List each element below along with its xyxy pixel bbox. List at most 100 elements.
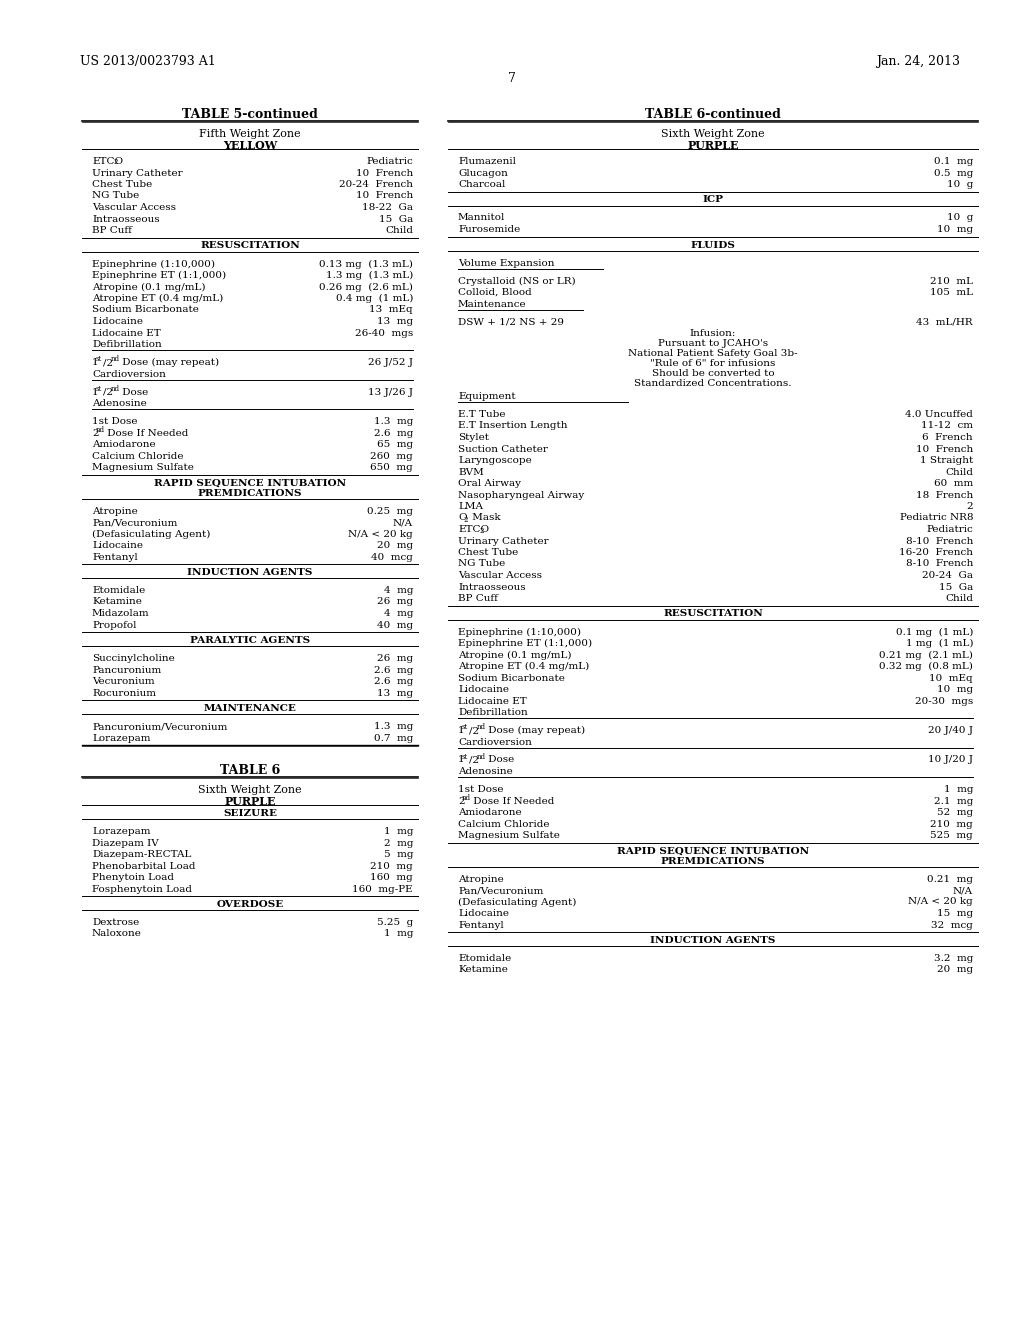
Text: Vascular Access: Vascular Access <box>458 572 542 579</box>
Text: 13  mg: 13 mg <box>377 689 413 697</box>
Text: 1: 1 <box>92 358 98 367</box>
Text: Pan/Vecuronium: Pan/Vecuronium <box>92 517 177 527</box>
Text: Calcium Chloride: Calcium Chloride <box>458 820 550 829</box>
Text: RESUSCITATION: RESUSCITATION <box>664 610 763 619</box>
Text: Charcoal: Charcoal <box>458 180 506 189</box>
Text: BVM: BVM <box>458 467 483 477</box>
Text: 0.21  mg: 0.21 mg <box>927 874 973 883</box>
Text: Intraosseous: Intraosseous <box>458 582 525 591</box>
Text: /2: /2 <box>103 358 113 367</box>
Text: Child: Child <box>945 594 973 603</box>
Text: Amiodarone: Amiodarone <box>92 440 156 449</box>
Text: Infusion:: Infusion: <box>690 329 736 338</box>
Text: 1: 1 <box>92 388 98 396</box>
Text: 1  mg: 1 mg <box>384 929 413 939</box>
Text: 2.6  mg: 2.6 mg <box>374 677 413 686</box>
Text: (Defasiculating Agent): (Defasiculating Agent) <box>92 529 210 539</box>
Text: Colloid, Blood: Colloid, Blood <box>458 288 531 297</box>
Text: 4  mg: 4 mg <box>384 609 413 618</box>
Text: st: st <box>462 752 468 760</box>
Text: /2: /2 <box>469 755 479 764</box>
Text: Mannitol: Mannitol <box>458 214 506 223</box>
Text: 1.3  mg: 1.3 mg <box>374 417 413 426</box>
Text: INDUCTION AGENTS: INDUCTION AGENTS <box>650 936 776 945</box>
Text: 1.3 mg  (1.3 mL): 1.3 mg (1.3 mL) <box>326 271 413 280</box>
Text: Naloxone: Naloxone <box>92 929 142 939</box>
Text: Ketamine: Ketamine <box>458 965 508 974</box>
Text: 1 Straight: 1 Straight <box>920 455 973 465</box>
Text: 20  mg: 20 mg <box>937 965 973 974</box>
Text: LMA: LMA <box>458 502 483 511</box>
Text: INDUCTION AGENTS: INDUCTION AGENTS <box>187 568 312 577</box>
Text: N/A < 20 kg: N/A < 20 kg <box>348 529 413 539</box>
Text: Equipment: Equipment <box>458 392 516 401</box>
Text: Dose (may repeat): Dose (may repeat) <box>119 358 219 367</box>
Text: Atropine: Atropine <box>92 507 138 516</box>
Text: Should be converted to: Should be converted to <box>651 370 774 378</box>
Text: US 2013/0023793 A1: US 2013/0023793 A1 <box>80 55 216 69</box>
Text: 1  mg: 1 mg <box>943 785 973 795</box>
Text: 2.1  mg: 2.1 mg <box>934 796 973 805</box>
Text: Epinephrine ET (1:1,000): Epinephrine ET (1:1,000) <box>458 639 592 648</box>
Text: 0.21 mg  (2.1 mL): 0.21 mg (2.1 mL) <box>880 651 973 660</box>
Text: (Defasiculating Agent): (Defasiculating Agent) <box>458 898 577 907</box>
Text: DSW + 1/2 NS + 29: DSW + 1/2 NS + 29 <box>458 318 564 326</box>
Text: PREMDICATIONS: PREMDICATIONS <box>198 488 302 498</box>
Text: 210  mg: 210 mg <box>371 862 413 870</box>
Text: TABLE 6-continued: TABLE 6-continued <box>645 108 781 121</box>
Text: ETCO: ETCO <box>92 157 123 166</box>
Text: Cardioversion: Cardioversion <box>92 370 166 379</box>
Text: Lidocaine: Lidocaine <box>458 685 509 694</box>
Text: Defibrillation: Defibrillation <box>92 341 162 348</box>
Text: 210  mL: 210 mL <box>930 276 973 285</box>
Text: 40  mcg: 40 mcg <box>371 553 413 561</box>
Text: PREMDICATIONS: PREMDICATIONS <box>660 857 765 866</box>
Text: 0.4 mg  (1 mL): 0.4 mg (1 mL) <box>336 294 413 304</box>
Text: Adenosine: Adenosine <box>458 767 513 776</box>
Text: 0.5  mg: 0.5 mg <box>934 169 973 177</box>
Text: 32  mcg: 32 mcg <box>931 920 973 929</box>
Text: 0.13 mg  (1.3 mL): 0.13 mg (1.3 mL) <box>319 260 413 269</box>
Text: E.T Insertion Length: E.T Insertion Length <box>458 421 567 430</box>
Text: 10  French: 10 French <box>915 445 973 454</box>
Text: 10  g: 10 g <box>946 180 973 189</box>
Text: Glucagon: Glucagon <box>458 169 508 177</box>
Text: Mask: Mask <box>469 513 501 523</box>
Text: 2  mg: 2 mg <box>384 838 413 847</box>
Text: Child: Child <box>945 467 973 477</box>
Text: 13  mg: 13 mg <box>377 317 413 326</box>
Text: Diazepam-RECTAL: Diazepam-RECTAL <box>92 850 191 859</box>
Text: 15  mg: 15 mg <box>937 909 973 917</box>
Text: nd: nd <box>96 425 105 433</box>
Text: Succinylcholine: Succinylcholine <box>92 653 175 663</box>
Text: Flumazenil: Flumazenil <box>458 157 516 166</box>
Text: Magnesium Sulfate: Magnesium Sulfate <box>92 463 194 473</box>
Text: 0.7  mg: 0.7 mg <box>374 734 413 743</box>
Text: 260  mg: 260 mg <box>371 451 413 461</box>
Text: Rocuronium: Rocuronium <box>92 689 156 697</box>
Text: st: st <box>96 384 102 392</box>
Text: 2: 2 <box>464 516 469 524</box>
Text: 1.3  mg: 1.3 mg <box>374 722 413 731</box>
Text: 105  mL: 105 mL <box>930 288 973 297</box>
Text: 525  mg: 525 mg <box>930 832 973 840</box>
Text: 1st Dose: 1st Dose <box>458 785 504 795</box>
Text: 0.25  mg: 0.25 mg <box>367 507 413 516</box>
Text: Fosphenytoin Load: Fosphenytoin Load <box>92 884 193 894</box>
Text: 2: 2 <box>480 527 484 535</box>
Text: 2: 2 <box>114 158 119 166</box>
Text: 2: 2 <box>92 429 98 437</box>
Text: Dose: Dose <box>119 388 148 396</box>
Text: TABLE 5-continued: TABLE 5-continued <box>182 108 317 121</box>
Text: Phenytoin Load: Phenytoin Load <box>92 873 174 882</box>
Text: 1st Dose: 1st Dose <box>92 417 137 426</box>
Text: Pediatric: Pediatric <box>927 525 973 535</box>
Text: 40  mg: 40 mg <box>377 620 413 630</box>
Text: 0.32 mg  (0.8 mL): 0.32 mg (0.8 mL) <box>880 663 973 671</box>
Text: 650  mg: 650 mg <box>371 463 413 473</box>
Text: MAINTENANCE: MAINTENANCE <box>204 704 296 713</box>
Text: Dextrose: Dextrose <box>92 917 139 927</box>
Text: OVERDOSE: OVERDOSE <box>216 900 284 909</box>
Text: 7: 7 <box>508 73 516 84</box>
Text: Pan/Vecuronium: Pan/Vecuronium <box>458 886 544 895</box>
